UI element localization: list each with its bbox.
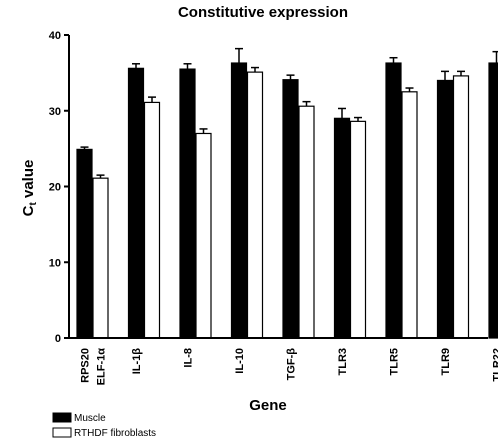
y-tick-label: 20 xyxy=(49,182,61,194)
bar-muscle xyxy=(127,67,145,339)
y-tick-label: 0 xyxy=(55,333,61,345)
bar-muscle xyxy=(76,148,93,339)
bar-muscle xyxy=(436,79,454,339)
chart-title: Constitutive expression xyxy=(178,4,348,21)
x-axis-title: Gene xyxy=(249,397,287,414)
y-tick-label: 30 xyxy=(49,106,61,118)
y-axis-title-sub: t xyxy=(28,202,39,206)
bar-fibroblasts xyxy=(195,132,212,339)
y-axis: 0 10 20 30 40 xyxy=(49,30,69,345)
x-tick-label: IL-1β xyxy=(131,348,143,375)
x-tick-label: TLR9 xyxy=(440,348,452,376)
x-tick-label: TLR5 xyxy=(389,348,401,376)
bar-muscle xyxy=(230,62,248,339)
x-tick-label: ELF-1α xyxy=(96,348,108,386)
legend-label-muscle: Muscle xyxy=(74,413,106,424)
x-tick-label: TLR3 xyxy=(337,348,349,376)
legend: Muscle RTHDF fibroblasts xyxy=(52,412,156,439)
bars xyxy=(76,47,498,339)
x-tick-label: TLR22 xyxy=(492,348,498,382)
bar-fibroblasts xyxy=(92,177,109,339)
y-tick-label: 40 xyxy=(49,30,61,42)
bar-fibroblasts xyxy=(246,71,264,339)
bar-fibroblasts xyxy=(143,101,161,339)
bar-muscle xyxy=(179,68,196,339)
legend-label-fibroblasts: RTHDF fibroblasts xyxy=(74,428,156,439)
bar-muscle xyxy=(282,79,299,339)
y-tick-label: 10 xyxy=(49,257,61,269)
x-tick-label: RPS20 xyxy=(80,348,92,383)
bar-fibroblasts xyxy=(298,105,315,339)
bar-muscle xyxy=(385,62,402,339)
x-tick-label: IL-10 xyxy=(234,348,246,374)
legend-swatch-muscle xyxy=(52,412,72,423)
y-axis-title-rest: value xyxy=(20,160,37,203)
y-axis-title: Ct value xyxy=(20,160,39,217)
x-axis-categories: RPS20 ELF-1α IL-1β IL-8 IL-10 TGF-β TLR3 TLR5 TL… xyxy=(80,348,498,386)
x-tick-label: TGF-β xyxy=(286,348,298,381)
legend-swatch-fibroblasts xyxy=(52,427,72,438)
bar-muscle xyxy=(488,62,498,339)
x-tick-label: IL-8 xyxy=(183,348,195,368)
bar-fibroblasts xyxy=(349,120,367,339)
y-axis-title-c: C xyxy=(20,205,37,216)
bar-fibroblasts xyxy=(452,75,470,339)
bar-fibroblasts xyxy=(401,91,418,339)
bar-muscle xyxy=(333,117,351,339)
